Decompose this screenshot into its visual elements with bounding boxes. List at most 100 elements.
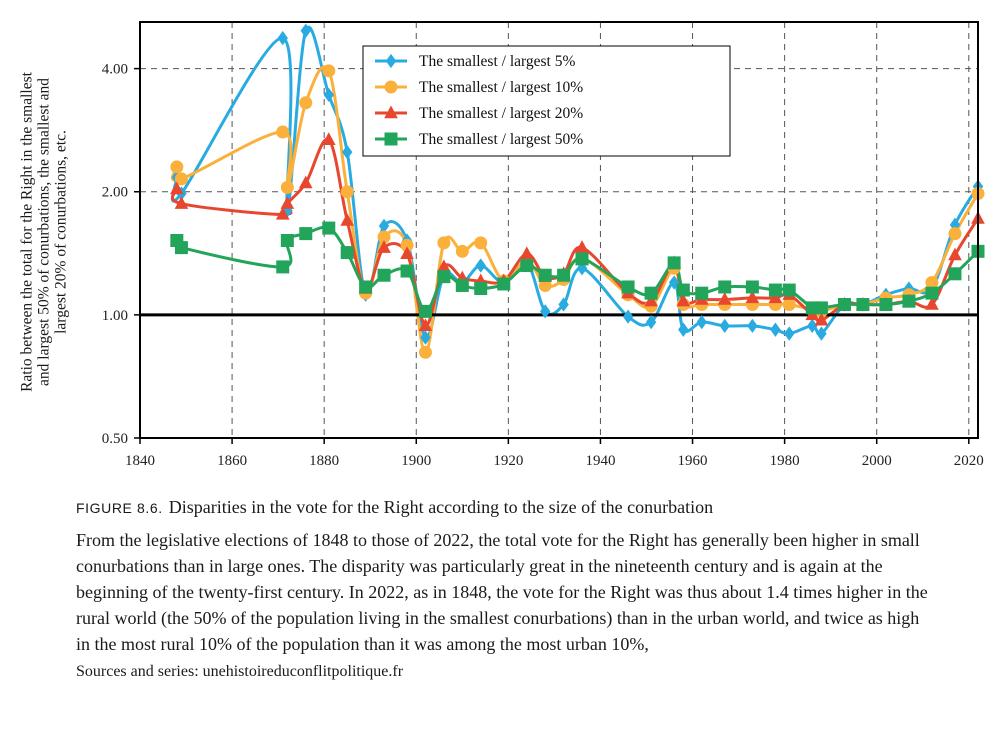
data-point-series-3: [575, 240, 589, 253]
data-point-series-4: [280, 233, 294, 247]
data-point-series-3: [418, 318, 433, 332]
data-point-series-3: [377, 240, 391, 253]
data-point-series-4: [879, 298, 893, 312]
data-point-series-3: [280, 196, 295, 209]
data-point-series-2: [474, 236, 488, 250]
data-point-series-1: [539, 304, 551, 319]
data-point-series-3: [768, 290, 783, 304]
data-point-series-4: [676, 283, 690, 297]
data-point-series-4: [557, 268, 571, 282]
x-axis-ticks: 1840 1860 1880 1900 1920 1940 1960 1980 2000 2020: [125, 438, 984, 469]
y-axis-ticks: 0.50 1.00 2.00 4.00: [102, 62, 140, 447]
x-tick-label: 1880: [309, 453, 339, 469]
figure-title: Disparities in the vote for the Right ac…: [168, 497, 714, 517]
data-point-series-3: [437, 259, 451, 273]
data-point-series-4: [455, 278, 469, 292]
data-point-series-4: [925, 286, 939, 300]
data-point-series-2: [948, 227, 962, 241]
x-tick-label: 2000: [862, 453, 892, 469]
data-point-series-1: [747, 318, 758, 334]
data-point-series-1: [770, 322, 781, 337]
data-point-series-3: [814, 312, 829, 326]
data-point-series-4: [322, 221, 336, 235]
data-point-series-4: [340, 246, 354, 260]
data-point-series-1: [420, 330, 431, 345]
legend-marker-1: [385, 53, 397, 69]
data-point-series-4: [902, 294, 916, 308]
data-point-series-4: [400, 264, 414, 278]
data-point-series-3: [676, 293, 691, 307]
data-point-series-2: [782, 298, 796, 312]
x-tick-label: 1920: [493, 453, 523, 469]
legend-label-2: The smallest / largest 10%: [419, 79, 583, 96]
data-point-series-3: [275, 206, 290, 220]
data-point-series-2: [170, 160, 184, 174]
data-point-series-4: [695, 286, 709, 300]
data-point-series-3: [644, 293, 658, 307]
data-point-series-4: [837, 298, 851, 312]
y-axis-title-line-1: Ratio between the total for the Right in…: [18, 72, 36, 392]
x-tick-label: 2020: [954, 453, 984, 469]
x-tick-label: 1960: [678, 453, 708, 469]
data-point-series-3: [170, 181, 184, 195]
data-point-series-1: [622, 309, 634, 324]
data-point-series-2: [925, 275, 939, 289]
data-point-series-3: [174, 196, 189, 209]
data-point-series-1: [668, 275, 680, 290]
data-point-series-4: [644, 286, 658, 300]
data-point-series-4: [782, 283, 796, 297]
data-point-series-4: [575, 252, 589, 266]
x-tick-label: 1980: [770, 453, 800, 469]
data-point-series-1: [378, 218, 390, 234]
data-point-series-4: [520, 259, 534, 273]
legend-marker-3: [384, 105, 398, 119]
legend-label-4: The smallest / largest 50%: [419, 131, 583, 148]
data-point-series-2: [299, 96, 313, 110]
data-point-series-4: [418, 304, 432, 318]
legend-marker-2: [384, 80, 398, 94]
y-tick-label: 4.00: [102, 62, 128, 78]
data-point-series-2: [174, 172, 188, 186]
legend-label-1: The smallest / largest 5%: [419, 53, 575, 70]
data-point-series-4: [948, 267, 962, 281]
data-point-series-2: [400, 238, 414, 252]
figure-description: From the legislative elections of 1848 t…: [76, 530, 928, 654]
data-point-series-1: [323, 87, 334, 103]
data-point-series-4: [359, 280, 373, 294]
data-point-series-3: [717, 292, 732, 305]
data-point-series-3: [340, 213, 355, 226]
data-point-series-2: [437, 236, 451, 250]
y-tick-label: 0.50: [102, 431, 128, 447]
data-point-series-2: [418, 345, 432, 359]
x-tick-label: 1900: [401, 453, 431, 469]
x-tick-label: 1940: [585, 453, 615, 469]
y-tick-label: 1.00: [102, 308, 128, 324]
data-point-series-1: [816, 326, 827, 341]
data-point-series-1: [678, 322, 689, 337]
data-point-series-1: [475, 258, 486, 273]
figure-title-row: FIGURE 8.6. Disparities in the vote for t…: [76, 496, 936, 519]
data-point-series-1: [807, 318, 818, 334]
data-point-series-3: [321, 132, 336, 145]
y-tick-label: 2.00: [102, 185, 128, 201]
data-point-series-2: [280, 180, 294, 194]
data-point-series-1: [277, 30, 288, 46]
data-point-series-1: [696, 314, 707, 330]
data-point-series-1: [784, 326, 795, 341]
data-point-series-4: [299, 227, 313, 241]
figure-source: Sources and series: unehistoireduconflit…: [76, 663, 404, 680]
data-point-series-2: [455, 244, 469, 258]
data-point-series-2: [538, 278, 552, 292]
figure-label: FIGURE 8.6.: [76, 500, 163, 516]
data-point-series-4: [377, 268, 391, 282]
data-point-series-4: [174, 241, 188, 255]
data-point-series-4: [276, 260, 290, 274]
data-point-series-3: [400, 246, 414, 260]
data-point-series-4: [718, 280, 732, 294]
data-point-series-3: [948, 247, 962, 261]
chart: 1840 1860 1880 1900 1920 1940 1960 1980 2000 2020…: [101, 21, 985, 469]
y-axis-title-line-3: largest 20% of conurbations, etc.: [52, 130, 70, 334]
series-markers: [170, 23, 985, 359]
data-point-series-1: [341, 144, 353, 160]
x-tick-label: 1860: [217, 453, 247, 469]
